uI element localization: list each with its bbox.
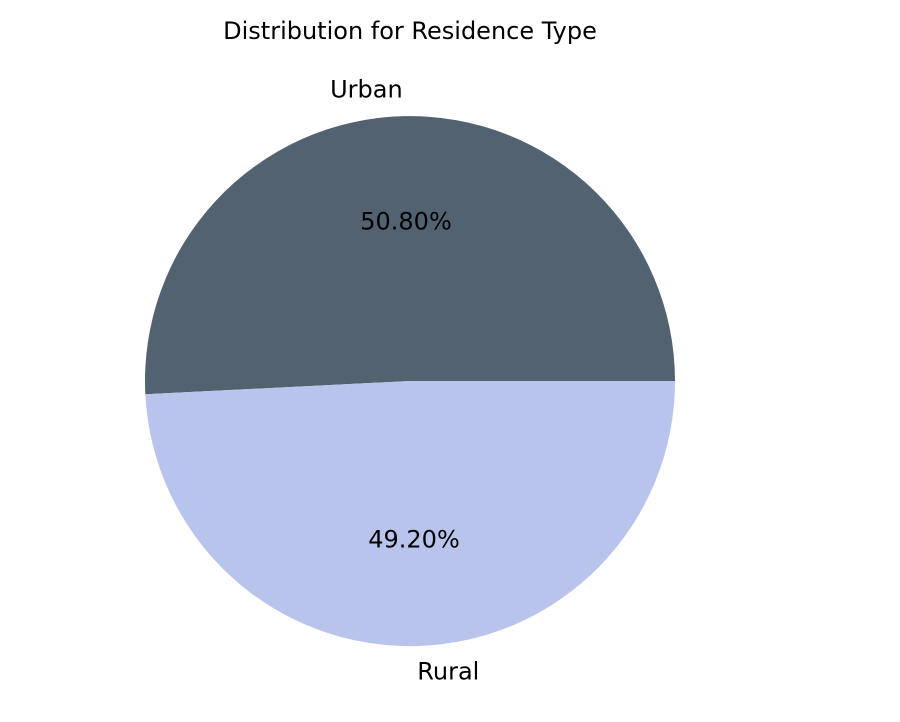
pie-slice-rural xyxy=(145,381,676,647)
pie-slice-urban xyxy=(145,116,676,395)
pct-label-rural: 49.20% xyxy=(368,525,460,554)
slice-label-rural: Rural xyxy=(417,657,480,686)
pct-label-urban: 50.80% xyxy=(360,207,452,236)
chart-title: Distribution for Residence Type xyxy=(223,17,597,45)
slice-label-urban: Urban xyxy=(330,75,403,104)
